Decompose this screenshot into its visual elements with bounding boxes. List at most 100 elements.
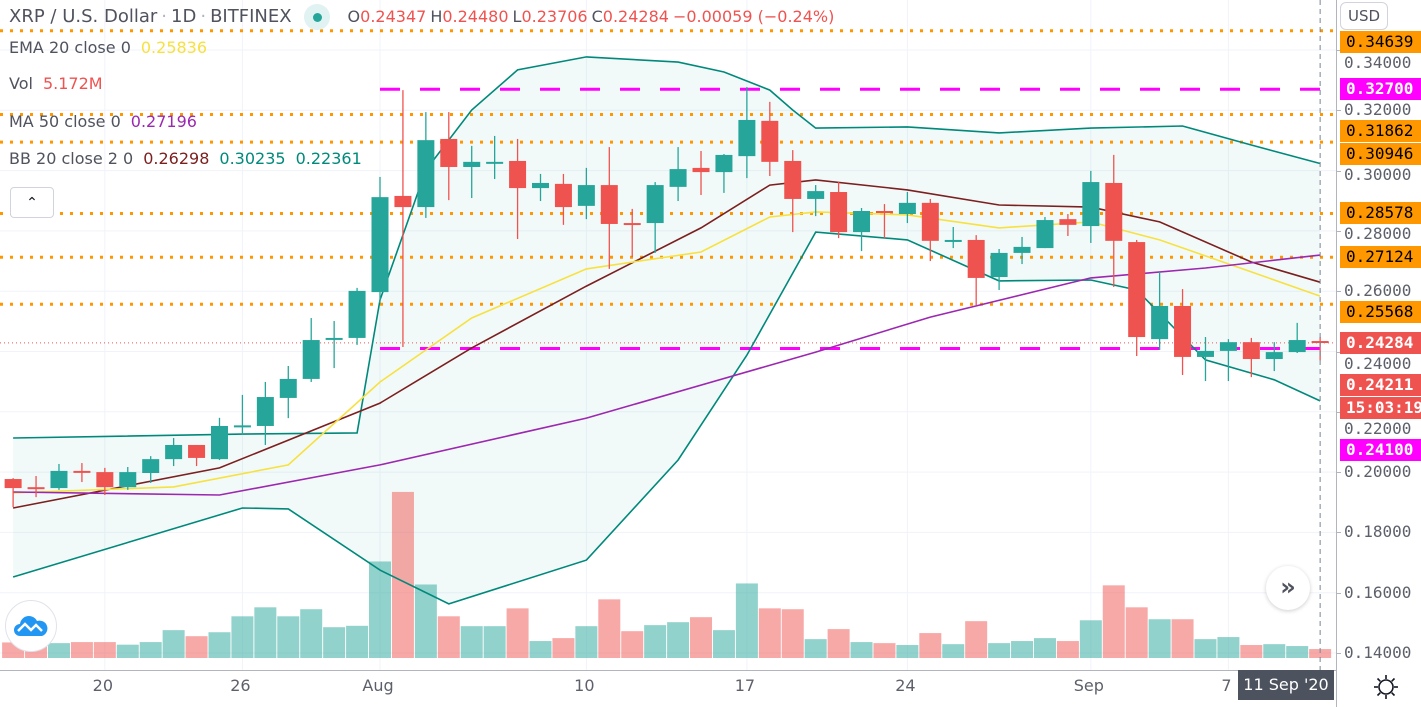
candle-body: [27, 487, 45, 490]
last-price-label: 0.24284: [1340, 331, 1421, 354]
indicator-legend-row[interactable]: EMA 20 close 0 0.25836: [9, 38, 217, 57]
candle-body: [1151, 305, 1169, 340]
price-tick-label: 0.20000: [1344, 462, 1412, 482]
candle: [1013, 236, 1031, 265]
volume-bar: [254, 607, 277, 658]
candle: [1174, 289, 1192, 376]
date-tick-label: 7: [1221, 676, 1232, 695]
candle-body: [302, 340, 320, 379]
price-tick-mark: [1336, 110, 1341, 112]
volume-bar: [162, 630, 185, 658]
symbol-legend: XRP / U.S. Dollar · 1D · BITFINEX O0.24347 H0.…: [9, 4, 842, 30]
candle-body: [1013, 246, 1031, 253]
indicator-legend-row[interactable]: BB 20 close 2 0 0.26298 0.30235 0.22361: [9, 149, 372, 168]
candle: [1196, 337, 1214, 382]
candle-body: [325, 337, 343, 340]
indicator-label: Vol: [9, 74, 33, 93]
level-price-label: 0.32700: [1340, 78, 1421, 101]
symbol-name[interactable]: XRP / U.S. Dollar: [9, 6, 158, 27]
crosshair-date-label: 11 Sep '20: [1238, 670, 1334, 700]
volume-bar: [667, 622, 690, 658]
candle-body: [256, 397, 274, 426]
price-tick-label: 0.14000: [1344, 643, 1412, 662]
date-tick-label: 24: [895, 676, 916, 695]
candle-body: [646, 185, 664, 224]
candle: [463, 145, 481, 199]
volume-bar: [47, 643, 70, 658]
volume-bar: [1171, 619, 1194, 658]
price-tick-mark: [1336, 230, 1341, 232]
candle: [600, 147, 618, 269]
volume-bar: [873, 643, 896, 658]
candle-body: [1265, 352, 1283, 360]
candle: [830, 182, 848, 239]
candle-body: [738, 119, 756, 157]
candle-body: [692, 167, 710, 173]
candle: [853, 207, 871, 252]
volume-bar: [25, 646, 48, 658]
candle: [921, 198, 939, 262]
volume-bar: [116, 644, 139, 658]
candle-body: [1219, 342, 1237, 351]
ohlc-readout: O0.24347 H0.24480 L0.23706 C0.24284 −0.00059…: [348, 7, 839, 26]
volume-bar: [712, 630, 735, 658]
candle: [1082, 170, 1100, 243]
volume-bar: [1102, 585, 1125, 658]
candle-body: [210, 425, 228, 460]
candle-body: [96, 472, 114, 488]
indicator-legend-row[interactable]: Vol 5.172M: [9, 74, 113, 93]
price-tick-label: 0.16000: [1344, 582, 1412, 602]
currency-button[interactable]: USD: [1340, 2, 1388, 30]
volume-bar: [598, 599, 621, 658]
price-tick-mark: [1336, 411, 1341, 413]
candle-body: [921, 202, 939, 241]
price-chart[interactable]: [0, 0, 1336, 670]
open-value: 0.24347: [360, 7, 427, 26]
volume-bar: [1079, 620, 1102, 658]
candle: [1265, 342, 1283, 372]
collapse-legend-button[interactable]: ⌃: [10, 187, 54, 218]
candle-body: [784, 160, 802, 199]
candle: [256, 381, 274, 445]
candle-body: [4, 479, 22, 489]
ema-20-line: [13, 211, 1321, 494]
level-price-label: 0.31862: [1340, 120, 1421, 143]
separator: ·: [161, 6, 168, 27]
settings-gear-icon[interactable]: [1372, 673, 1400, 701]
date-tick-label: Sep: [1073, 676, 1104, 695]
candle-body: [394, 195, 412, 208]
interval[interactable]: 1D: [171, 6, 197, 27]
candle: [486, 135, 504, 180]
price-label: 15:03:19: [1340, 396, 1421, 419]
candle: [50, 463, 68, 490]
candle: [669, 147, 687, 202]
volume-bar: [437, 616, 460, 658]
candle: [1059, 214, 1077, 237]
candle-body: [600, 185, 618, 224]
price-tick-label: 0.18000: [1344, 522, 1412, 542]
candle: [715, 154, 733, 193]
exchange: BITFINEX: [210, 6, 292, 27]
candle: [1242, 337, 1260, 378]
volume-bar: [1194, 639, 1217, 658]
scroll-to-realtime-button[interactable]: »: [1266, 566, 1310, 610]
price-tick-mark: [1336, 50, 1341, 51]
volume-bar: [1011, 641, 1034, 658]
indicator-legend-row[interactable]: MA 50 close 0 0.27196: [9, 112, 207, 131]
price-tick-label: 0.32000: [1344, 100, 1412, 120]
candle: [738, 87, 756, 179]
price-tick-label: 0.26000: [1344, 281, 1412, 301]
tradingview-logo[interactable]: [5, 600, 57, 652]
volume-bar: [529, 641, 552, 658]
low-value: 0.23706: [521, 7, 588, 26]
price-tick-label: 0.34000: [1344, 53, 1412, 72]
volume-bar: [988, 643, 1011, 658]
candle: [1151, 271, 1169, 350]
volume-bar: [575, 626, 598, 658]
candle-body: [279, 378, 297, 398]
volume-bar: [1263, 644, 1286, 658]
volume-bar: [1309, 649, 1332, 658]
volume-bar: [414, 584, 437, 658]
candle: [119, 466, 137, 490]
candle-body: [807, 191, 825, 199]
